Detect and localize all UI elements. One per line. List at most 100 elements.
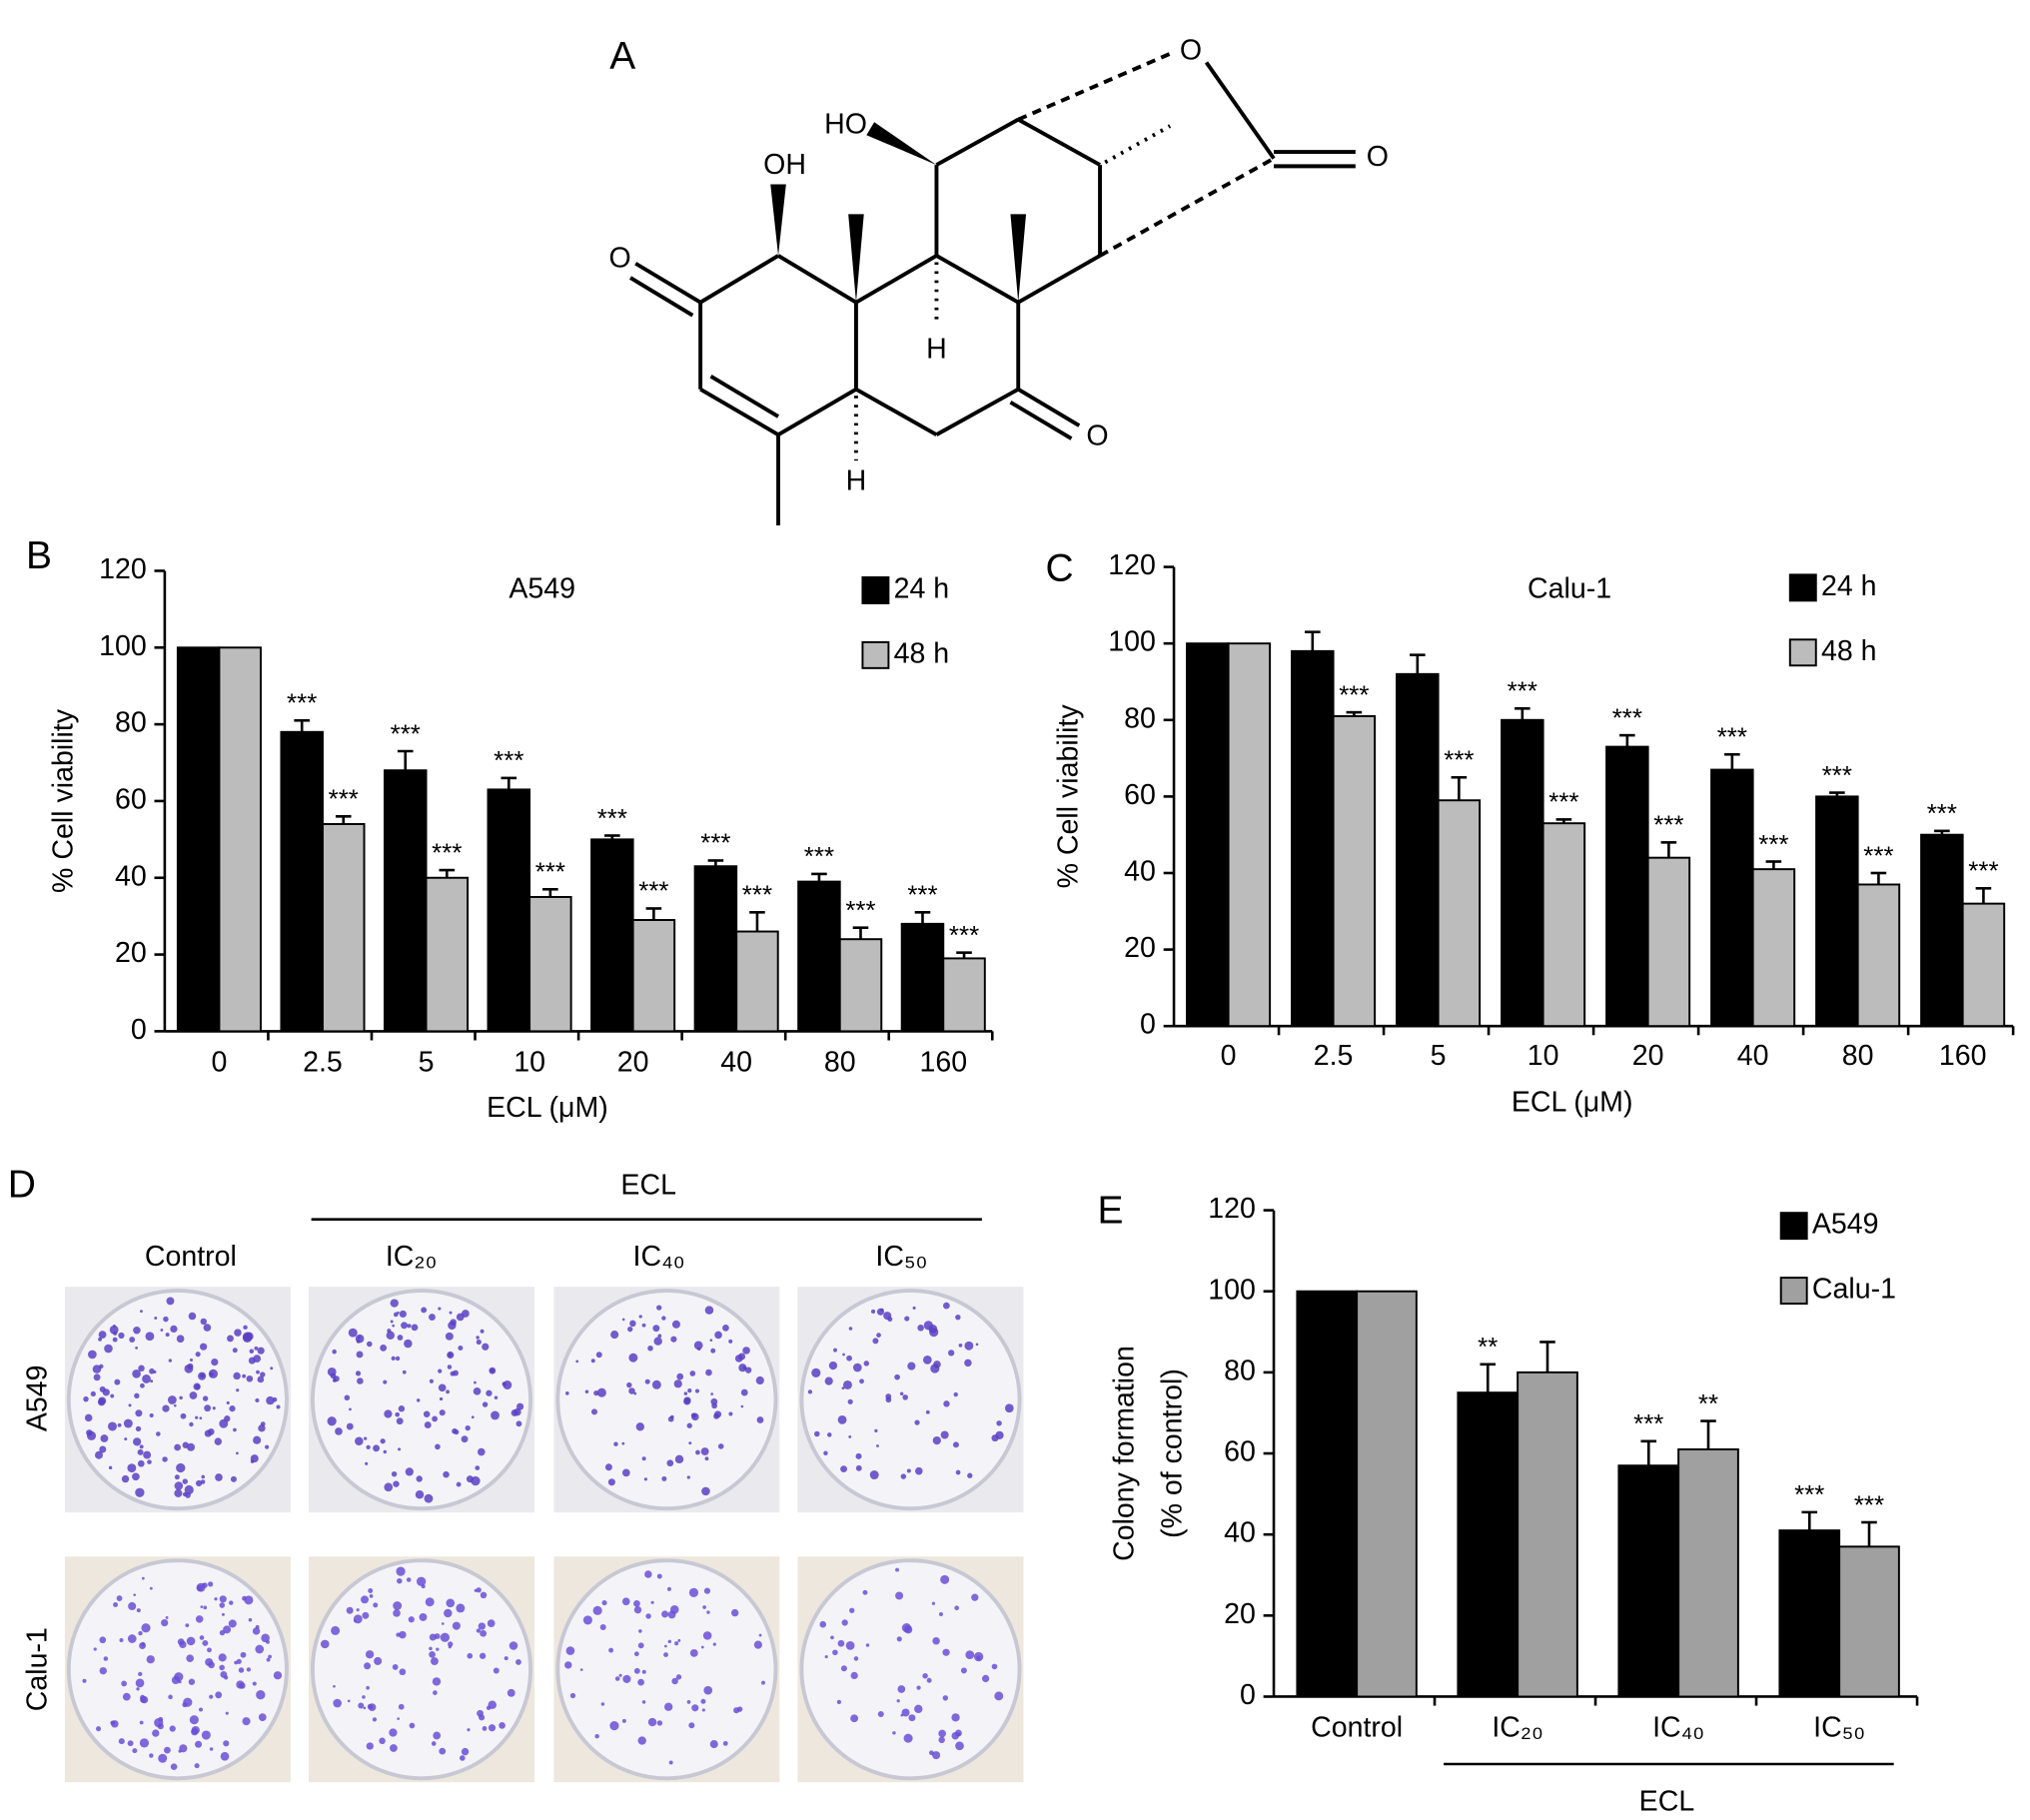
- legend-swatch: [861, 640, 890, 669]
- colony-dot: [180, 1412, 187, 1419]
- colony-dot: [212, 1406, 216, 1410]
- colony-dot: [711, 1402, 717, 1409]
- colony-dot: [240, 1651, 247, 1658]
- colony-dot: [238, 1667, 245, 1673]
- colony-dot: [384, 1409, 393, 1418]
- colony-dot: [199, 1416, 203, 1420]
- colony-dot: [833, 1348, 837, 1353]
- colony-dot: [214, 1437, 223, 1445]
- colony-dot: [99, 1666, 107, 1675]
- colony-dot: [135, 1487, 145, 1497]
- colony-dot: [349, 1407, 352, 1411]
- colony-dot: [467, 1728, 471, 1732]
- colony-dot: [365, 1461, 369, 1465]
- colony-dot: [149, 1753, 154, 1758]
- colony-dot: [688, 1722, 695, 1729]
- colony-dot: [486, 1389, 493, 1396]
- colony-dot: [926, 1677, 932, 1683]
- colony-dot: [677, 1638, 681, 1642]
- colony-dot: [656, 1720, 663, 1726]
- colony-dot: [363, 1706, 367, 1710]
- colony-dot: [618, 1673, 622, 1677]
- y-tick-label: 100: [1208, 1274, 1256, 1306]
- colony-dot: [332, 1349, 337, 1355]
- significance: ***: [1548, 787, 1578, 817]
- colony-dot: [424, 1493, 434, 1503]
- colony-dot: [141, 1641, 146, 1647]
- bar: [1296, 1290, 1359, 1698]
- significance: ***: [1822, 760, 1852, 790]
- colony-dot: [994, 1691, 1004, 1701]
- colony-dot: [653, 1337, 662, 1346]
- panel-label: D: [8, 1163, 36, 1206]
- colony-dot: [701, 1708, 705, 1712]
- legend-swatch: [861, 575, 890, 604]
- colony-dot: [855, 1464, 862, 1471]
- colony-dot: [396, 1566, 406, 1576]
- colony-dot: [391, 1470, 398, 1477]
- colony-dot: [670, 1336, 677, 1343]
- colony-dot: [135, 1409, 143, 1417]
- colony-dot: [107, 1421, 118, 1431]
- column-label: IC₅₀: [875, 1241, 927, 1273]
- column-label: Control: [145, 1241, 237, 1273]
- colony-dot: [203, 1605, 208, 1610]
- colony-dot: [142, 1374, 151, 1383]
- colony-dot: [928, 1750, 934, 1756]
- y-tick-label: 40: [1124, 856, 1156, 888]
- colony-dot: [224, 1675, 229, 1680]
- colony-dot: [508, 1641, 518, 1650]
- dish: [66, 1289, 289, 1511]
- colony-dot: [753, 1640, 762, 1649]
- colony-dot: [493, 1667, 500, 1674]
- colony-dot: [704, 1456, 709, 1461]
- colony-dot: [667, 1415, 674, 1422]
- colony-dot: [149, 1412, 154, 1418]
- colony-dot: [477, 1709, 484, 1717]
- colony-dot: [433, 1690, 438, 1695]
- colony-dot: [397, 1577, 403, 1584]
- colony-dot: [922, 1355, 932, 1365]
- colony-dot: [666, 1586, 671, 1591]
- colony-dot: [201, 1730, 211, 1740]
- colony-dot: [439, 1409, 446, 1416]
- colony-dot: [903, 1733, 913, 1743]
- colony-dot: [132, 1748, 138, 1754]
- colony-dot: [513, 1407, 521, 1416]
- colony-dot: [227, 1335, 234, 1343]
- colony-dot: [402, 1369, 407, 1374]
- colony-dot: [220, 1751, 230, 1761]
- colony-dot: [98, 1331, 107, 1340]
- colony-dot: [736, 1706, 743, 1712]
- significance: ***: [597, 803, 627, 833]
- colony-dot: [257, 1375, 265, 1383]
- colony-dot: [366, 1742, 374, 1750]
- colony-dot: [124, 1437, 128, 1441]
- colony-dot: [671, 1677, 678, 1685]
- colony-dot: [244, 1595, 254, 1605]
- colony-dot: [138, 1671, 143, 1677]
- colony-dot: [128, 1601, 137, 1610]
- colony-dot: [671, 1320, 680, 1329]
- colony-dot: [614, 1676, 620, 1681]
- panel-labels: A B C D E: [8, 35, 1124, 1233]
- colony-dot: [183, 1697, 193, 1707]
- colony-dot: [393, 1609, 401, 1617]
- x-tick-label: 40: [1737, 1040, 1769, 1072]
- y-tick-label: 120: [1108, 549, 1156, 581]
- colony-dot: [398, 1447, 402, 1451]
- colony-dot: [704, 1306, 714, 1315]
- x-tick-label: IC₅₀: [1813, 1711, 1865, 1743]
- colony-photos: ECL Control IC₂₀ IC₄₀ IC₅₀ A549 Calu-1: [21, 1170, 1024, 1783]
- colony-dot: [703, 1685, 713, 1695]
- colony-dot: [668, 1760, 673, 1765]
- colony-dot: [482, 1401, 489, 1407]
- chart-title: A549: [508, 572, 575, 604]
- colony-dot: [320, 1639, 330, 1649]
- colony-dot: [489, 1366, 497, 1374]
- atom-label: HO: [824, 109, 867, 141]
- colony-dot: [249, 1349, 255, 1354]
- colony-dot: [393, 1601, 403, 1610]
- colony-dot: [406, 1577, 412, 1582]
- significance: ***: [329, 784, 359, 814]
